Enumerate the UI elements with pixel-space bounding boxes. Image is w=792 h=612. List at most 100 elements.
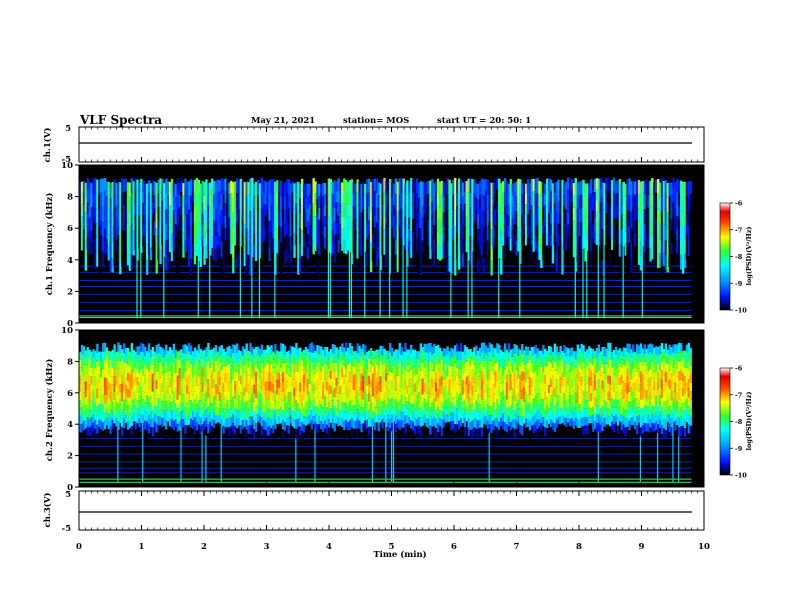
ch2-spectrogram-cell <box>406 371 409 379</box>
ch1-spectrogram-cell <box>421 205 424 218</box>
ch1-spectrogram-cell <box>488 208 491 222</box>
ch2-spectrogram-cell <box>176 415 179 424</box>
ch2-spectrogram-cell <box>100 368 103 378</box>
ch2-spectrogram-cell <box>301 430 304 440</box>
ch1-spectrogram-cell <box>672 226 675 239</box>
ch1-spectrogram-cell <box>387 194 390 206</box>
ch1-spectrogram-cell <box>212 194 216 208</box>
ch2-spectrogram-cell <box>84 412 88 421</box>
ch2-spectrogram-cell <box>119 384 122 392</box>
ch2-spectrogram-cell <box>168 410 172 419</box>
ch2-spectrogram-cell <box>199 357 202 367</box>
ch1-spectrogram-cell <box>647 181 650 195</box>
ch1-spectrogram-cell <box>471 203 474 216</box>
ch2-spectrogram-cell <box>270 372 273 383</box>
ch1-spectrogram-cell <box>358 223 361 239</box>
ch2-spectrogram-cell <box>245 429 248 440</box>
ch2-spectrogram-cell <box>176 399 179 408</box>
ch1-spectrogram-cell <box>207 205 210 217</box>
ch2-spectrogram-cell <box>456 375 459 384</box>
ch2-spectrogram-cell <box>394 357 398 366</box>
ch1-spectrogram-cell <box>310 237 313 252</box>
ch2-spectrogram-cell <box>182 369 185 378</box>
ch2-spectrogram-cell <box>107 405 111 414</box>
ch2-spectrogram-cell <box>167 407 170 415</box>
ch2-spectrogram-cell <box>467 401 470 411</box>
ch1-spectrogram-cell <box>511 218 514 231</box>
ch1-spectrogram-cell <box>90 183 93 196</box>
ch1-spectrogram-cell <box>257 258 260 275</box>
ch2-spectrogram-cell <box>134 351 137 360</box>
ch2-spectrogram-cell <box>390 414 394 423</box>
ch2-spectrogram-cell <box>121 418 124 427</box>
ch2-spectrogram-cell <box>511 364 514 373</box>
ch2-spectrogram-cell <box>314 414 317 422</box>
ch2-spectrogram-cell <box>507 380 511 390</box>
ch1-spectrogram-cell <box>270 205 273 219</box>
ch2-spectrogram-cell <box>404 388 407 398</box>
ch1-spectrogram-cell <box>486 210 490 226</box>
ch2-spectrogram-cell <box>322 399 325 408</box>
ch1-spectrogram-cell <box>356 245 359 259</box>
ch2-spectrogram-cell <box>387 382 390 391</box>
ch1-spectrogram-cell <box>222 179 225 195</box>
ch2-spectrogram-cell <box>287 375 290 384</box>
ch2-spectrogram-cell <box>299 391 302 401</box>
ch1-spectrogram-cell <box>676 179 679 192</box>
ch2-spectrogram-cell <box>295 371 298 382</box>
ch2-spectrogram-cell <box>279 351 283 360</box>
ch1-spectrogram-cell <box>448 210 451 226</box>
ch1-spectrogram-cell <box>513 224 516 235</box>
ch1-spectrogram-cell <box>521 194 524 205</box>
ch2-spectrogram-cell <box>358 370 361 380</box>
ch1-spectrogram-cell <box>519 221 522 236</box>
ch1-spectrogram-cell <box>563 227 566 239</box>
ch1-spectrogram-cell <box>381 217 384 231</box>
ch1-spectrogram-cell <box>569 222 572 234</box>
ch1-spectrogram-cell <box>586 205 589 218</box>
ch1-spectrogram-cell <box>247 206 250 219</box>
ch2-spectrogram-cell <box>302 416 306 425</box>
ch2-spectrogram-cell <box>354 405 357 414</box>
ch1-spectrogram-cell <box>668 182 671 197</box>
ch1-spectrogram-cell <box>389 242 392 258</box>
ch2-spectrogram-cell <box>161 418 164 427</box>
ch1-spectrogram-cell <box>105 195 109 211</box>
ch1-spectrogram-cell <box>188 181 191 196</box>
ch2-spectrogram-cell <box>115 351 118 361</box>
ch2-spectrogram-cell <box>190 409 193 419</box>
ch2-spectrogram-cell <box>329 393 333 401</box>
ch1-spectrogram-cell <box>544 194 547 206</box>
ch2-spectrogram-cell <box>356 371 359 382</box>
ch1-spectrogram-cell <box>645 178 648 193</box>
ch2-spectrogram-cell <box>289 415 292 424</box>
ch2-spectrogram-cell <box>346 413 350 423</box>
ch1-spectrogram-cell <box>339 203 342 214</box>
ch1-spectrogram-cell <box>479 221 482 236</box>
ch2-spectrogram-cell <box>203 358 206 368</box>
ch2-spectrogram-cell <box>237 380 241 388</box>
ch2-spectrogram-cell <box>385 396 388 405</box>
ch2-spectrogram-cell <box>563 416 566 425</box>
ch1-spectrogram-cell <box>337 178 340 191</box>
ch2-spectrogram-cell <box>172 372 176 383</box>
ch1-spectrogram-cell <box>109 242 112 257</box>
ch1-spectrogram-cell <box>322 247 325 261</box>
ch2-spectrogram-cell <box>456 343 459 352</box>
ch2-spectrogram-cell <box>201 375 204 384</box>
ch1-spectrogram-cell <box>117 248 120 262</box>
ch1-spectrogram-cell <box>373 203 377 216</box>
ch2-spectrogram-cell <box>475 364 478 374</box>
ch1-spectrogram-cell <box>444 209 447 223</box>
ch1-spectrogram-cell <box>429 232 432 246</box>
ch2-spectrogram-cell <box>532 364 535 373</box>
ch1-spectrogram-cell <box>285 179 289 193</box>
ch2-spectrogram-cell <box>121 400 124 410</box>
ch2-spectrogram-cell <box>308 359 311 368</box>
ch1-spectrogram-cell <box>457 254 461 270</box>
ch1-spectrogram-cell <box>218 213 222 226</box>
ch1-spectrogram-cell <box>666 257 669 273</box>
ch1-spectrogram-cell <box>540 239 543 254</box>
ch1-spectrogram-cell <box>492 193 495 205</box>
ch2-spectrogram-cell <box>168 363 172 371</box>
